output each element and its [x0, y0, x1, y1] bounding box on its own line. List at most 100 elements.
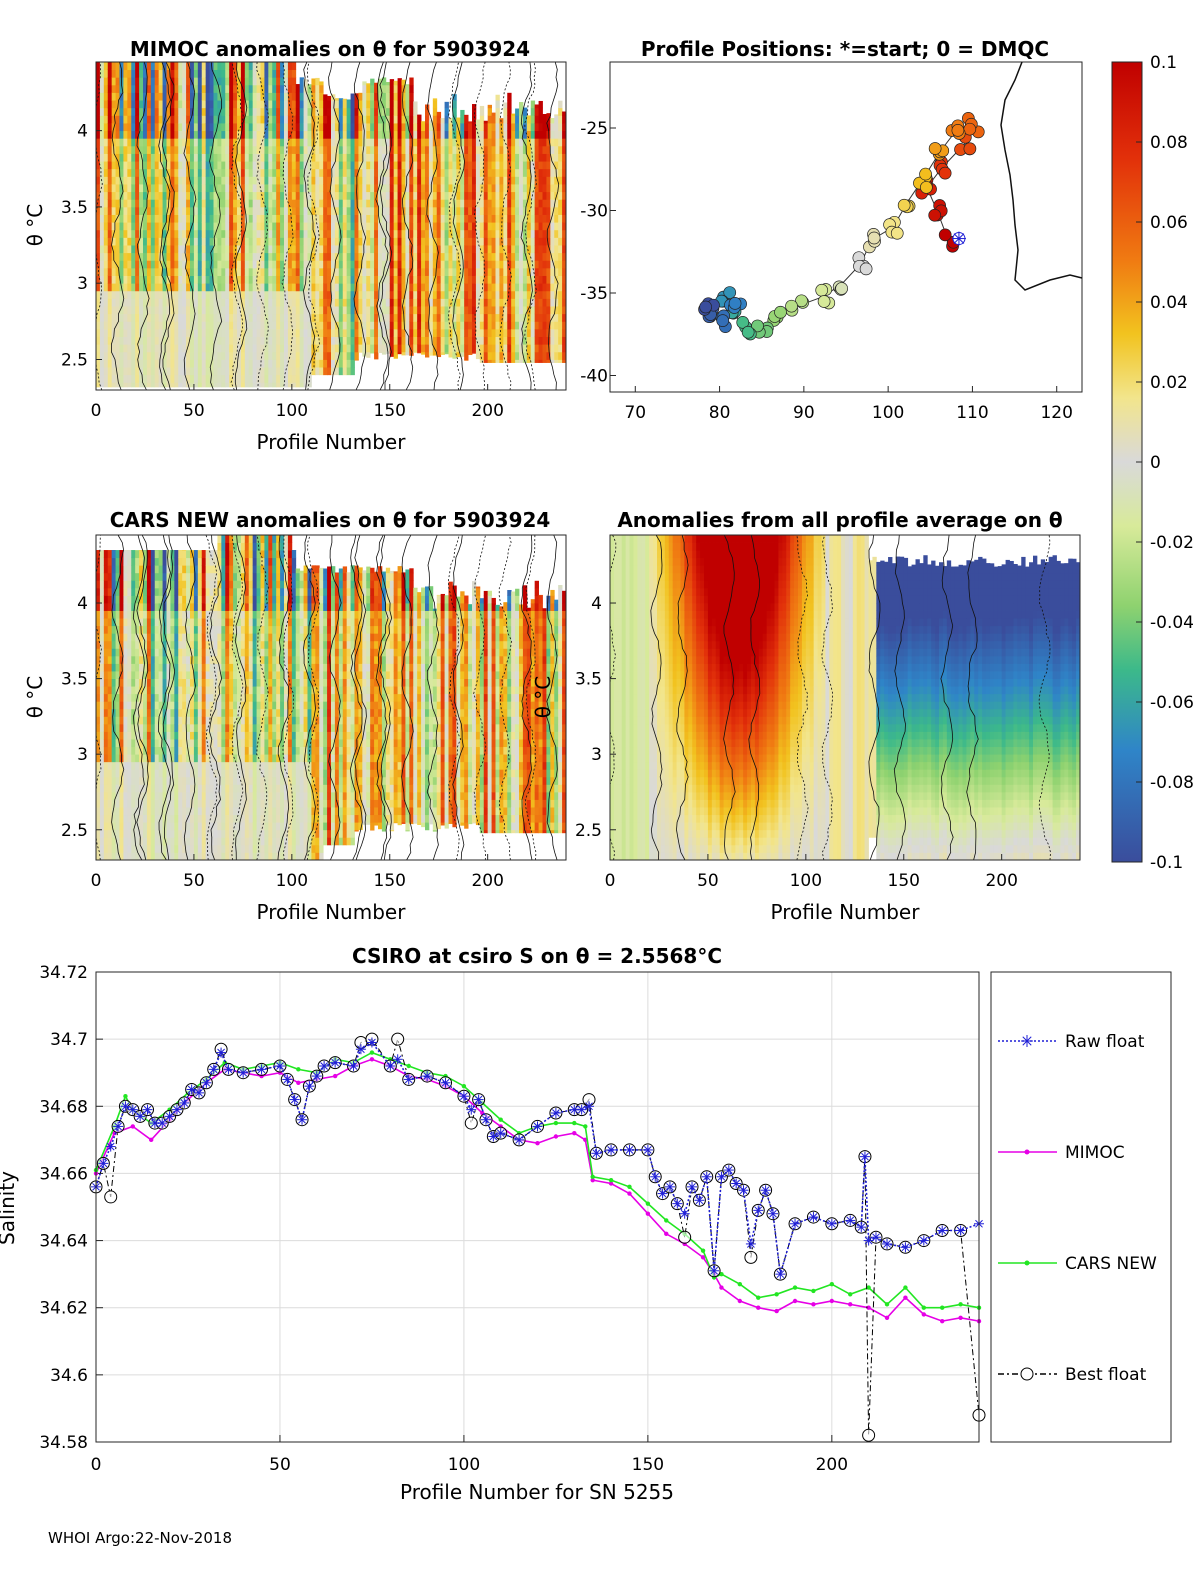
- heatmap-cell: [135, 222, 140, 231]
- heatmap-cell: [350, 344, 355, 353]
- heatmap-cell: [503, 184, 508, 193]
- heatmap-cell: [530, 298, 536, 307]
- heatmap-cell: [233, 123, 238, 132]
- heatmap-cell: [213, 130, 218, 139]
- heatmap-cell: [166, 306, 171, 315]
- heatmap-cell: [393, 252, 398, 261]
- heatmap-cell: [397, 306, 402, 315]
- heatmap-cell: [197, 176, 203, 185]
- heatmap-cell: [503, 344, 508, 353]
- heatmap-cell: [397, 199, 402, 208]
- heatmap-cell: [96, 739, 101, 748]
- heatmap-cell: [389, 275, 395, 284]
- heatmap-cell: [350, 123, 355, 132]
- heatmap-cell: [397, 290, 402, 299]
- heatmap-cell: [499, 283, 504, 292]
- heatmap-cell: [479, 290, 485, 299]
- heatmap-cell: [499, 290, 504, 299]
- heatmap-cell: [248, 84, 254, 93]
- heatmap-cell: [319, 100, 324, 109]
- heatmap-cell: [111, 731, 116, 740]
- heatmap-cell: [487, 123, 492, 132]
- heatmap-cell: [464, 351, 469, 360]
- heatmap-cell: [534, 321, 539, 330]
- heatmap-cell: [252, 245, 257, 254]
- heatmap-cell: [530, 351, 536, 360]
- heatmap-cell: [284, 77, 289, 86]
- heatmap-cell: [507, 298, 512, 307]
- heatmap-cell: [276, 92, 281, 101]
- heatmap-cell: [338, 130, 344, 139]
- heatmap-cell: [413, 101, 418, 109]
- heatmap-cell: [107, 693, 113, 702]
- heatmap-cell: [472, 275, 477, 284]
- heatmap-cell: [107, 716, 113, 725]
- heatmap-cell: [237, 260, 242, 269]
- heatmap-cell: [209, 374, 214, 383]
- heatmap-cell: [378, 145, 383, 154]
- heatmap-cell: [483, 206, 489, 215]
- heatmap-cell: [115, 237, 120, 246]
- heatmap-cell: [487, 290, 492, 299]
- heatmap-cell: [162, 290, 167, 299]
- heatmap-cell: [99, 344, 105, 353]
- heatmap-cell: [542, 290, 547, 299]
- heatmap-cell: [287, 123, 293, 132]
- heatmap-cell: [370, 351, 375, 354]
- heatmap-cell: [146, 275, 152, 284]
- heatmap-cell: [554, 114, 559, 116]
- heatmap-cell: [233, 92, 238, 101]
- heatmap-cell: [174, 351, 179, 360]
- heatmap-cell: [327, 107, 332, 116]
- heatmap-cell: [311, 107, 316, 116]
- heatmap-cell: [221, 153, 226, 162]
- heatmap-cell: [107, 336, 113, 345]
- heatmap-cell: [405, 222, 410, 231]
- heatmap-cell: [268, 206, 273, 215]
- heatmap-cell: [99, 769, 105, 778]
- heatmap-cell: [319, 184, 324, 193]
- heatmap-cell: [264, 176, 269, 185]
- heatmap-cell: [334, 184, 340, 193]
- heatmap-cell: [323, 145, 328, 154]
- heatmap-cell: [131, 283, 136, 292]
- heatmap-cell: [280, 69, 285, 78]
- heatmap-cell: [158, 298, 163, 307]
- heatmap-cell: [268, 267, 273, 276]
- heatmap-cell: [248, 77, 254, 86]
- heatmap-cell: [401, 267, 406, 276]
- heatmap-cell: [362, 138, 367, 147]
- heatmap-cell: [115, 115, 120, 124]
- heatmap-cell: [315, 306, 320, 315]
- heatmap-cell: [295, 153, 301, 162]
- heatmap-cell: [307, 290, 312, 299]
- heatmap-cell: [522, 298, 528, 307]
- heatmap-cell: [295, 306, 301, 315]
- heatmap-cell: [558, 328, 563, 338]
- heatmap-cell: [448, 161, 453, 170]
- heatmap-cell: [432, 313, 438, 322]
- heatmap-cell: [432, 130, 438, 139]
- heatmap-cell: [487, 161, 492, 170]
- heatmap-cell: [385, 290, 391, 299]
- heatmap-cell: [287, 351, 293, 360]
- heatmap-cell: [276, 184, 281, 193]
- heatmap-cell: [511, 214, 516, 223]
- heatmap-cell: [526, 199, 532, 208]
- heatmap-cell: [96, 572, 101, 581]
- heatmap-cell: [534, 191, 539, 200]
- heatmap-cell: [166, 328, 171, 338]
- heatmap-cell: [342, 145, 348, 154]
- heatmap-cell: [354, 222, 359, 231]
- heatmap-cell: [495, 130, 500, 139]
- heatmap-cell: [154, 138, 160, 147]
- heatmap-cell: [397, 214, 402, 223]
- heatmap-cell: [338, 252, 344, 261]
- heatmap-cell: [96, 625, 101, 634]
- heatmap-cell: [221, 222, 226, 231]
- heatmap-cell: [378, 275, 383, 284]
- heatmap-cell: [303, 328, 308, 338]
- heatmap-cell: [158, 344, 163, 353]
- heatmap-cell: [240, 199, 246, 208]
- heatmap-cell: [511, 359, 516, 363]
